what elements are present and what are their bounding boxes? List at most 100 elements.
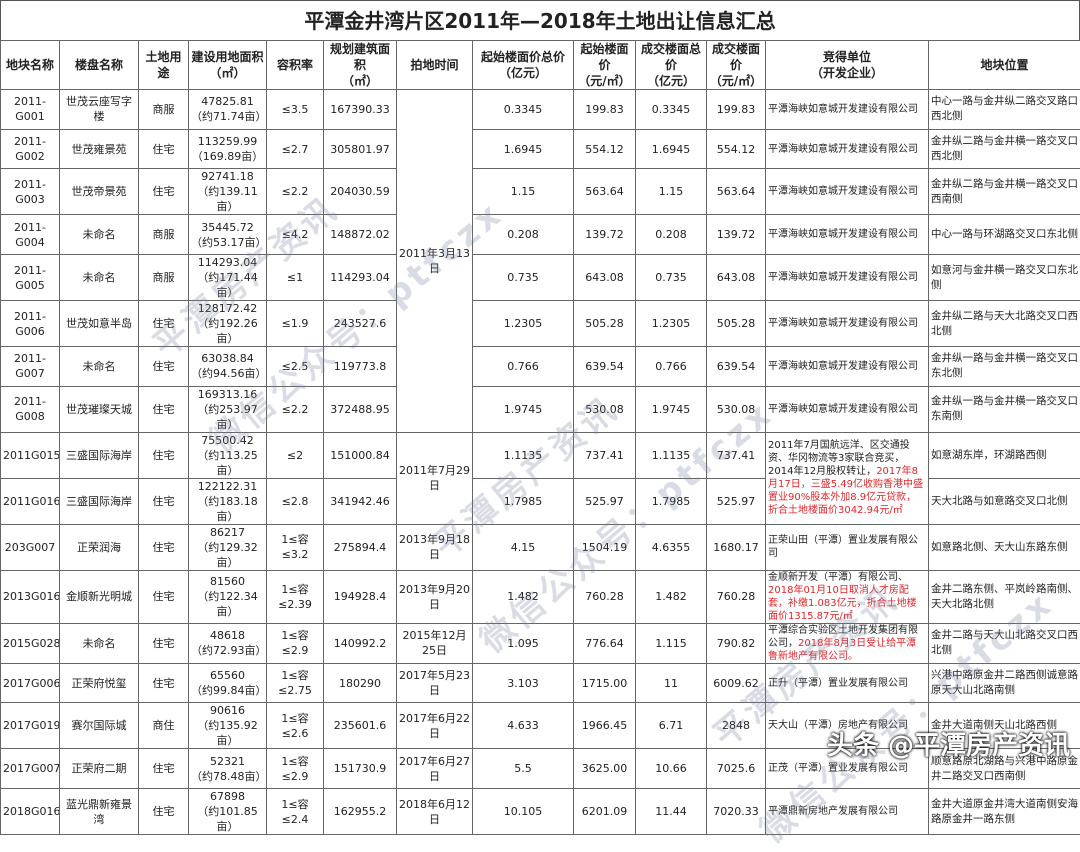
plot-ratio-cell: ≤1 [267,255,324,301]
deal-total-cell: 1.1135 [636,432,707,478]
land-area-cell: 48618（约72.93亩） [189,623,267,663]
start-total-cell: 4.15 [473,524,574,570]
land-use-cell: 商服 [139,255,189,301]
deal-price-cell: 639.54 [707,347,766,387]
plot-id-cell: 2011G015 [1,432,60,478]
location-cell: 金井大道南侧天山北路西侧 [929,703,1080,749]
start-total-cell: 0.766 [473,347,574,387]
company-cell: 平潭海峡如意城开发建设有限公司 [766,301,929,347]
project-name-cell: 世茂如意半岛 [60,301,139,347]
area-sqm: 75500.42 [191,433,264,448]
project-name-cell: 世茂璀璨天城 [60,386,139,432]
land-area-cell: 47825.81（约71.74亩） [189,90,267,130]
land-area-cell: 114293.04（约171.44亩） [189,255,267,301]
land-use-cell: 商服 [139,90,189,130]
plot-ratio-cell: ≤1.9 [267,301,324,347]
deal-total-cell: 0.3345 [636,90,707,130]
location-cell: 顺意路原北湖路与兴港中路原金井二路交叉口西南侧 [929,749,1080,789]
deal-price-cell: 6009.62 [707,663,766,703]
plot-ratio-cell: ≤2.2 [267,386,324,432]
plot-ratio-cell: ≤2 [267,432,324,478]
column-header: 拍地时间 [397,41,473,90]
land-use-cell: 住宅 [139,347,189,387]
plot-id-cell: 2011-G002 [1,129,60,169]
land-area-cell: 63038.84（约94.56亩） [189,347,267,387]
company-cell: 正茂（平潭）置业发展有限公司 [766,749,929,789]
plot-ratio-cell: 1≤容≤2.4 [267,789,324,835]
column-header: 成交楼面价 （元/㎡） [707,41,766,90]
start-price-cell: 525.97 [574,478,636,524]
area-mu: （约72.93亩） [191,643,264,658]
plot-id-cell: 2011-G005 [1,255,60,301]
plot-id-cell: 2011-G003 [1,169,60,215]
area-mu: （约113.25亩） [191,448,264,478]
area-mu: （约99.84亩） [191,683,264,698]
area-mu: （约78.48亩） [191,769,264,784]
company-name: 天大山（平潭）房地产有限公司 [768,720,908,731]
land-area-cell: 67898（约101.85亩） [189,789,267,835]
company-name: 金顺新开发（平潭）有限公司、 [768,572,908,583]
area-sqm: 47825.81 [191,94,264,109]
start-price-cell: 760.28 [574,570,636,623]
deal-price-cell: 7025.6 [707,749,766,789]
company-name: 正荣山田（平潭）置业发展有限公司 [768,535,918,559]
plot-ratio-cell: 1≤容≤3.2 [267,524,324,570]
area-mu: （约101.85亩） [191,804,264,834]
start-price-cell: 530.08 [574,386,636,432]
column-header: 土地用途 [139,41,189,90]
deal-total-cell: 1.9745 [636,386,707,432]
area-mu: （约122.34亩） [191,589,264,619]
auction-date-cell: 2017年6月22日 [397,703,473,749]
location-cell: 如意路北侧、天大山东路东侧 [929,524,1080,570]
location-cell: 中心一路与环湖路交叉口东北侧 [929,215,1080,255]
deal-price-cell: 530.08 [707,386,766,432]
deal-price-cell: 760.28 [707,570,766,623]
plot-id-cell: 2017G019 [1,703,60,749]
location-cell: 中心一路与金井纵二路交叉路口西北侧 [929,90,1080,130]
land-area-cell: 52321（约78.48亩） [189,749,267,789]
plot-id-cell: 2011G016 [1,478,60,524]
land-area-cell: 169313.16（约253.97亩） [189,386,267,432]
start-total-cell: 4.633 [473,703,574,749]
auction-date-cell: 2011年7月29日 [397,432,473,524]
start-total-cell: 1.095 [473,623,574,663]
project-name-cell: 正荣府悦玺 [60,663,139,703]
plot-ratio-cell: ≤2.7 [267,129,324,169]
company-cell: 2011年7月国航远洋、区交通投资、华冈物流等3家联合竞买，2014年12月股权… [766,432,929,524]
planned-gfa-cell: 167390.33 [324,90,397,130]
location-cell: 金井二路与天大山北路交叉口西北侧 [929,623,1080,663]
start-total-cell: 1.482 [473,570,574,623]
plot-id-cell: 2011-G004 [1,215,60,255]
area-mu: （约183.18亩） [191,494,264,524]
deal-price-cell: 554.12 [707,129,766,169]
deal-total-cell: 1.115 [636,623,707,663]
start-price-cell: 1504.19 [574,524,636,570]
project-name-cell: 三盛国际海岸 [60,478,139,524]
column-header: 建设用地面积 （㎡） [189,41,267,90]
project-name-cell: 三盛国际海岸 [60,432,139,478]
company-name: 平潭海峡如意城开发建设有限公司 [768,272,918,283]
company-name: 正升（平潭）置业发展有限公司 [768,678,908,689]
location-cell: 金井纵二路与金井横一路交叉口西南侧 [929,169,1080,215]
start-total-cell: 0.735 [473,255,574,301]
area-sqm: 169313.16 [191,387,264,402]
planned-gfa-cell: 235601.6 [324,703,397,749]
company-cell: 金顺新开发（平潭）有限公司、2018年01月10日取消人才房配套，补缴1.083… [766,570,929,623]
start-price-cell: 737.41 [574,432,636,478]
land-area-cell: 81560（约122.34亩） [189,570,267,623]
land-area-cell: 128172.42（约192.26亩） [189,301,267,347]
planned-gfa-cell: 151000.84 [324,432,397,478]
location-cell: 金井纵二路与天大北路交叉口西北侧 [929,301,1080,347]
plot-id-cell: 2011-G008 [1,386,60,432]
planned-gfa-cell: 204030.59 [324,169,397,215]
planned-gfa-cell: 194928.4 [324,570,397,623]
company-cell: 平潭海峡如意城开发建设有限公司 [766,386,929,432]
planned-gfa-cell: 372488.95 [324,386,397,432]
land-area-cell: 65560（约99.84亩） [189,663,267,703]
